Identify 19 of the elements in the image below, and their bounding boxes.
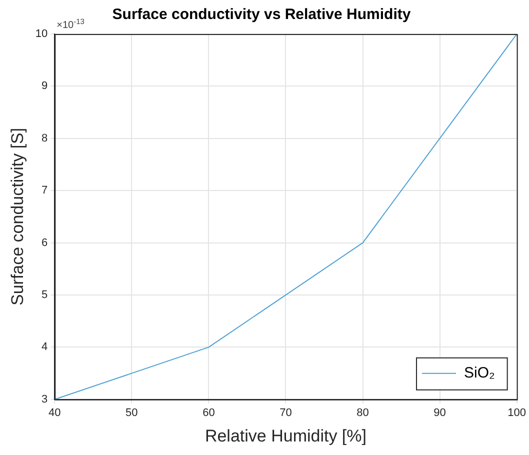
x-tick-label: 40 (48, 407, 61, 420)
chart-title: Surface conductivity vs Relative Humidity (112, 6, 412, 24)
x-tick-label: 80 (356, 407, 369, 420)
x-tick-label: 100 (508, 407, 526, 420)
x-tick-label: 60 (202, 407, 215, 420)
x-tick-label: 50 (126, 407, 138, 420)
x-axis-title: Relative Humidity [%] (204, 426, 367, 446)
y-tick-label: 9 (42, 80, 48, 92)
y-tick-label: 10 (35, 28, 48, 40)
y-tick-label: 5 (42, 289, 48, 302)
y-tick-label: 6 (42, 236, 48, 249)
y-axis-title: Surface conductivity [S] (8, 128, 27, 306)
legend-label: SiO₂ (464, 364, 495, 382)
y-tick-label: 4 (42, 341, 48, 354)
x-tick-label: 90 (434, 407, 446, 420)
y-tick-label: 8 (42, 132, 48, 144)
y-tick-label: 7 (42, 184, 48, 197)
y-tick-label: 3 (42, 393, 48, 406)
x-tick-label: 70 (280, 407, 292, 420)
